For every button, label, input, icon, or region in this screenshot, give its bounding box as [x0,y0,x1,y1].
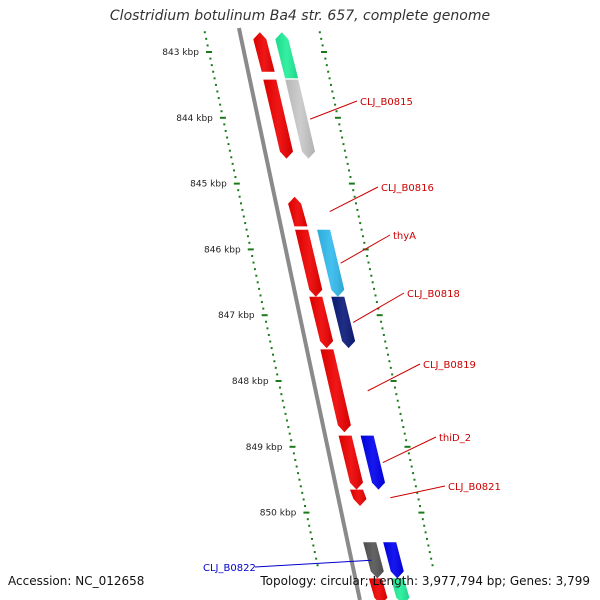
ruler-label: 849 kbp [246,443,283,453]
gene-features [253,32,410,600]
gene-arrow-shade [360,435,385,490]
gene-arrow-shade [317,229,345,297]
backbone-layer [236,27,362,600]
ruler-label: 844 kbp [176,114,213,124]
gene-label[interactable]: CLJ_B0821 [448,482,501,493]
gene-arrow-shade [275,32,299,79]
gene-arrow-shade [285,79,315,159]
gene-label[interactable]: CLJ_B0822 [203,563,256,574]
accession-text: Accession: NC_012658 [8,574,145,588]
gene-label-leader [329,186,379,213]
gene-label[interactable]: thiD_2 [439,433,471,444]
gene-label[interactable]: CLJ_B0815 [360,97,413,108]
ruler-label: 850 kbp [260,509,297,519]
gene-arrow-shade [383,542,404,579]
gene-arrow-shade [309,296,334,349]
gene-arrow-shade [253,32,275,72]
gene-arrow-shade [390,578,410,600]
gene-arrow-shade [331,296,356,349]
ruler-label: 843 kbp [162,48,199,58]
genome-title: Clostridium botulinum Ba4 str. 657, comp… [109,8,491,24]
gene-label-leader [254,559,372,568]
gene-label-leader [352,292,405,323]
ruler-ticks: 843 kbp 844 kbp 845 kbp 846 kbp 847 kbp 848 k… [162,31,434,567]
gene-arrow-shade [363,542,384,579]
gene-label[interactable]: thyA [393,231,416,242]
gene-label-leader [367,363,421,392]
gene-arrow-shade [288,196,308,227]
gene-label[interactable]: CLJ_B0819 [423,360,476,371]
ruler-label: 846 kbp [204,245,241,255]
ruler-label: 848 kbp [232,377,269,387]
gene-label[interactable]: CLJ_B0816 [381,183,434,194]
gene-arrow-shade [320,349,351,433]
gene-label-leader [340,234,391,264]
gene-label-leader [390,485,446,499]
gene-arrow-shade [295,229,323,297]
gene-labels: CLJ_B0815 CLJ_B0816 thyA CLJ_B0818 CLJ_B0819… [203,97,501,574]
gene-label-leader [310,100,358,120]
genome-backbone [236,27,362,600]
ruler-label: 847 kbp [218,311,255,321]
gene-arrow-shade [338,435,363,490]
genome-summary-text: Topology: circular; Length: 3,977,794 bp… [260,574,590,588]
gene-arrow-shade [368,578,388,600]
ruler-label: 845 kbp [190,180,227,190]
gene-label-leader [382,436,437,464]
gene-label[interactable]: CLJ_B0818 [407,289,460,300]
gene-arrow-shade [263,79,293,159]
gene-arrow-shade [350,489,367,506]
